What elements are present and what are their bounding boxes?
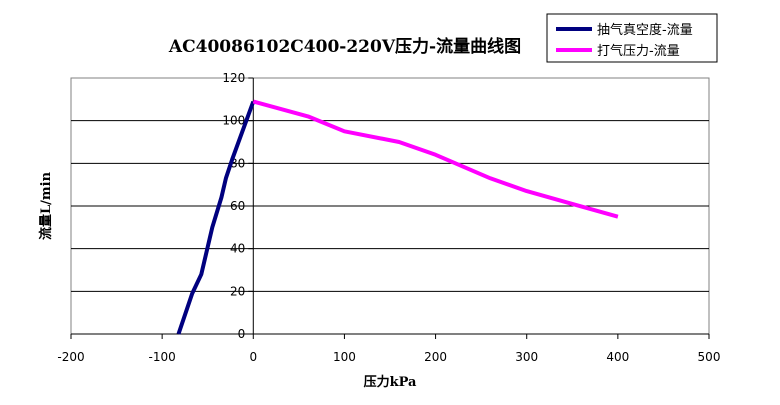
chart-title: AC40086102C400-220V压力-流量曲线图 (168, 36, 521, 57)
series-line-pressure (252, 99, 619, 219)
x-tick-label: 400 (606, 350, 629, 364)
x-tick-label: -200 (57, 350, 84, 364)
y-tick-label: 60 (230, 199, 245, 213)
gridlines (71, 120, 709, 292)
x-tick-label: 0 (249, 350, 257, 364)
legend-label-vacuum: 抽气真空度-流量 (597, 22, 693, 38)
legend-label-pressure: 打气压力-流量 (597, 43, 680, 59)
x-tick-label: 300 (515, 350, 538, 364)
y-tick-label: 120 (222, 71, 245, 85)
x-tick-label: 100 (333, 350, 356, 364)
series-lines (176, 99, 619, 335)
y-tick-label: 0 (238, 327, 246, 341)
x-tick-label: 500 (698, 350, 721, 364)
legend-box (546, 13, 718, 63)
series-line-vacuum (176, 100, 256, 335)
y-tick-label: 40 (230, 242, 245, 256)
x-axis-label: 压力kPa (364, 374, 417, 390)
x-tick-label: -100 (149, 350, 176, 364)
y-axis-label: 流量L/min (38, 171, 54, 240)
y-tick-label: 20 (230, 284, 245, 298)
legend: 抽气真空度-流量 打气压力-流量 (546, 13, 718, 63)
x-tick-label: 200 (424, 350, 447, 364)
y-tick-label: 100 (222, 114, 245, 128)
